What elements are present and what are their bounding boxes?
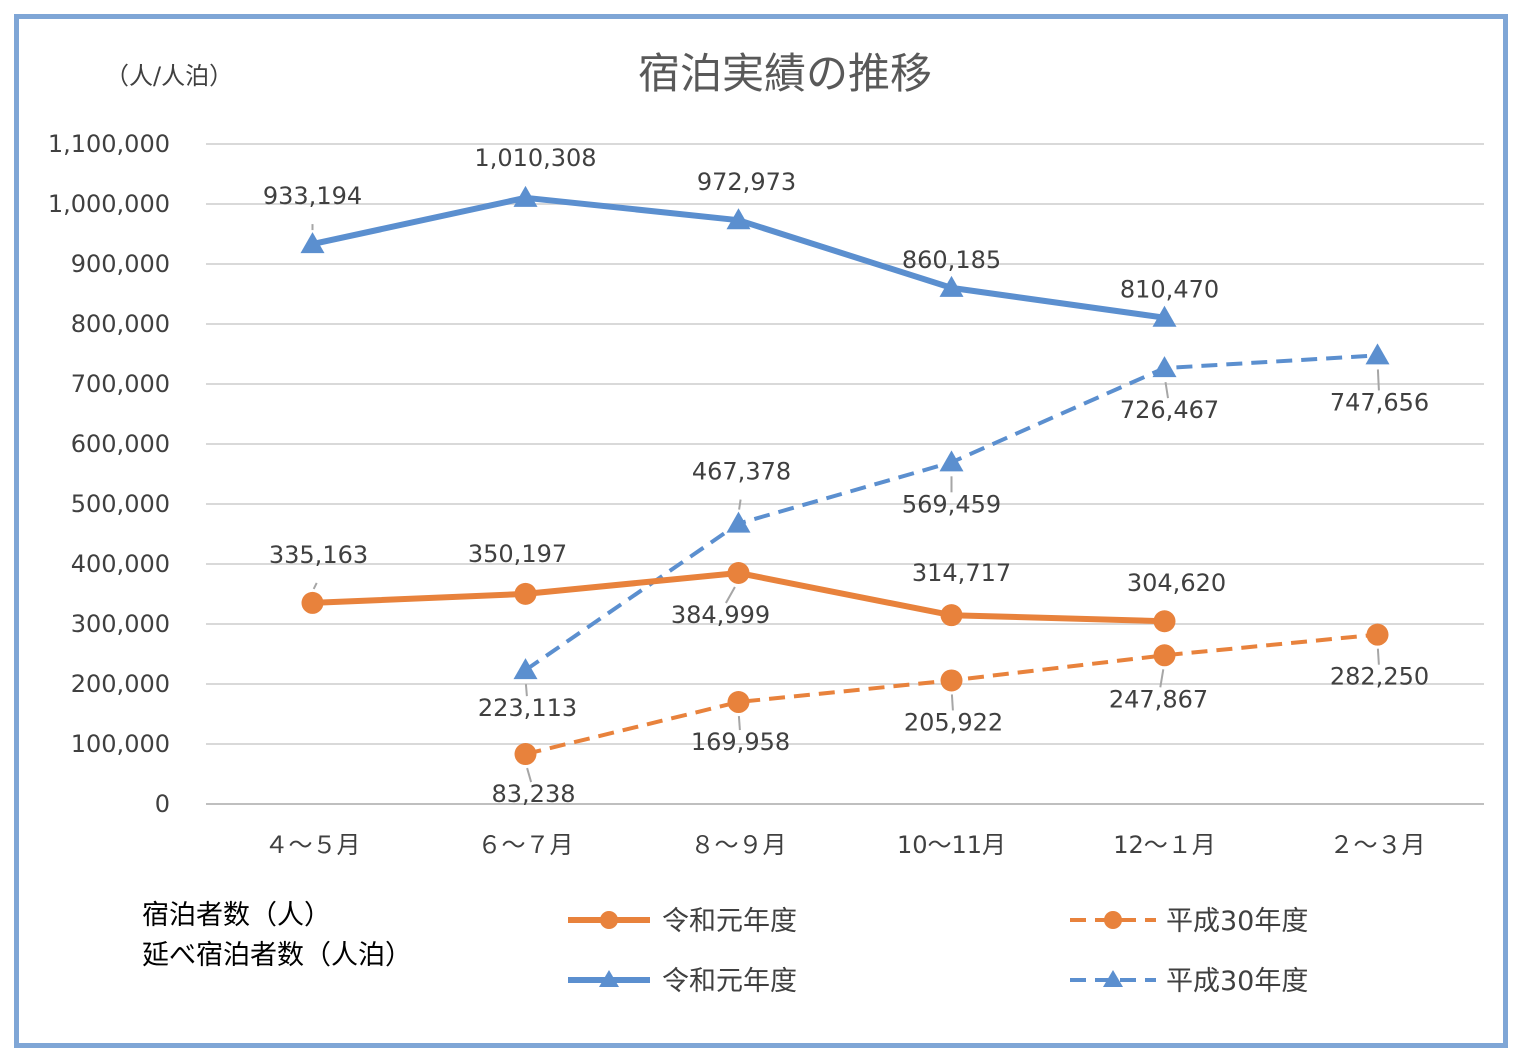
data-point-triangle [513,185,538,207]
x-tick-label: ６～７月 [478,831,574,859]
y-tick-label: 0 [155,790,170,818]
leader-line [738,499,742,510]
y-axis-ticks: 0 100,000 200,000 300,000 400,000 500,000 600,… [48,130,170,818]
leader-line [524,684,528,697]
y-tick-label: 600,000 [71,430,170,458]
chart-title: 宿泊実績の推移 [638,49,932,98]
legend-item-heisei-guests: 平成30年度 [1070,906,1308,937]
y-tick-label: 100,000 [71,730,170,758]
y-tick-label: 1,000,000 [48,190,170,218]
data-point-circle [514,743,537,766]
data-label: 314,717 [912,559,1011,587]
x-tick-label: ８～９月 [691,831,787,859]
series-1 [513,343,1390,680]
x-tick-label: 12～１月 [1113,831,1216,859]
legend-label: 平成30年度 [1166,966,1308,997]
data-label: 223,113 [478,694,577,722]
data-label: 726,467 [1120,396,1219,424]
data-point-circle [727,562,750,585]
data-label: 1,010,308 [474,144,596,172]
data-label: 747,656 [1330,388,1429,416]
data-point-triangle [300,232,325,254]
data-label: 83,238 [492,780,576,808]
data-point-circle [940,604,963,627]
data-point-triangle [1152,356,1177,378]
data-point-circle [1153,644,1176,667]
data-label: 282,250 [1330,663,1429,691]
data-label: 335,163 [269,541,368,569]
data-label: 350,197 [468,540,567,568]
data-label: 467,378 [692,458,791,486]
data-label: 569,459 [902,490,1001,518]
x-tick-label: 10～11月 [897,831,1006,859]
legend-circle-marker [600,911,618,929]
data-label: 810,470 [1120,276,1219,304]
data-label: 860,185 [902,246,1001,274]
leader-line [725,586,736,604]
legend-triangle-marker [599,970,619,987]
series-3 [514,623,1389,766]
data-point-circle [727,691,750,714]
series-2 [301,562,1176,633]
y-tick-label: 900,000 [71,250,170,278]
data-label: 205,922 [904,708,1003,736]
legend-item-reiwa-guests: 令和元年度 [568,906,797,937]
data-point-triangle [726,208,751,230]
leader-line [950,694,954,711]
leader-line [1376,648,1380,665]
chart-frame [14,14,1508,1048]
grid [206,143,1484,805]
y-tick-label: 300,000 [71,610,170,638]
leader-line [737,715,741,731]
legend-label: 令和元年度 [662,966,797,997]
leader-line [526,767,533,783]
data-point-circle [940,669,963,692]
leader-line [312,582,318,590]
data-label: 384,999 [671,601,770,629]
y-tick-label: 400,000 [71,550,170,578]
y-tick-label: 1,100,000 [48,130,170,158]
x-axis-ticks: ４～５月 ６～７月 ８～９月 10～11月 12～１月 ２～３月 [265,831,1426,859]
data-point-triangle [513,658,538,680]
data-label: 933,194 [263,182,362,210]
data-label: 247,867 [1109,685,1208,713]
legend: 宿泊者数（人） 延べ宿泊者数（人泊） 令和元年度 平成30年度 令和元年度 平成… [142,900,1308,997]
data-point-circle [1366,623,1389,646]
legend-label: 令和元年度 [662,906,797,937]
legend-label: 平成30年度 [1166,906,1308,937]
legend-note-guest-nights: 延べ宿泊者数（人泊） [142,940,412,971]
leader-line [1164,381,1169,399]
leader-line [1159,669,1165,688]
legend-item-reiwa-nights: 令和元年度 [568,966,797,997]
data-label: 304,620 [1127,569,1226,597]
y-tick-label: 800,000 [71,310,170,338]
data-point-circle [1153,610,1176,633]
data-labels: 933,194 1,010,308 972,973 860,185 810,470 223… [263,144,1429,808]
y-tick-label: 200,000 [71,670,170,698]
series-layer [300,185,1390,766]
data-point-triangle [939,275,964,297]
data-point-circle [301,591,324,614]
x-tick-label: ４～５月 [265,831,361,859]
legend-note-guests: 宿泊者数（人） [142,900,331,931]
leader-line [1376,369,1380,391]
y-tick-label: 500,000 [71,490,170,518]
legend-circle-marker [1104,911,1122,929]
x-tick-label: ２～３月 [1330,831,1426,859]
data-point-triangle [939,450,964,472]
legend-triangle-marker [1103,970,1123,987]
y-tick-label: 700,000 [71,370,170,398]
data-point-triangle [1365,343,1390,365]
y-unit-label: （人/人泊） [105,62,233,90]
data-label: 972,973 [697,168,796,196]
data-label: 169,958 [691,728,790,756]
data-point-circle [514,582,537,605]
legend-item-heisei-nights: 平成30年度 [1070,966,1308,997]
series-0 [300,185,1177,327]
data-point-triangle [1152,305,1177,327]
data-point-triangle [726,511,751,533]
